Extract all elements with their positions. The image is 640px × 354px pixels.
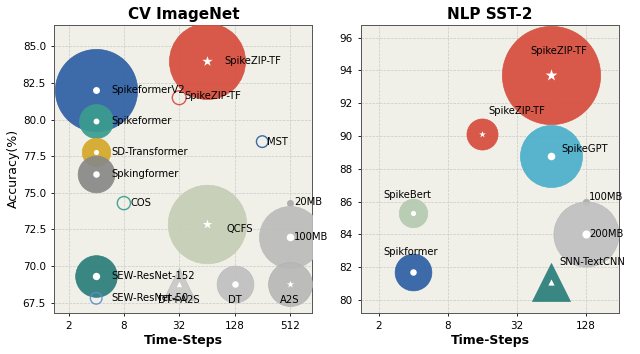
- Text: 200MB: 200MB: [589, 229, 624, 239]
- Point: [202, 221, 212, 227]
- Text: MST: MST: [268, 137, 288, 147]
- Text: SpikeZIP-TF: SpikeZIP-TF: [225, 56, 282, 66]
- Text: 20MB: 20MB: [294, 197, 323, 207]
- Text: DT+A2S: DT+A2S: [159, 295, 200, 305]
- Point: [174, 95, 184, 101]
- X-axis label: Time-Steps: Time-Steps: [451, 334, 529, 347]
- Point: [91, 149, 101, 155]
- Point: [477, 131, 487, 137]
- Point: [546, 153, 556, 159]
- Text: Spikformer: Spikformer: [383, 247, 438, 257]
- Text: SpikeBert: SpikeBert: [383, 190, 431, 200]
- Point: [91, 118, 101, 124]
- Point: [285, 281, 295, 286]
- Text: COS: COS: [131, 198, 152, 208]
- Y-axis label: Accuracy(%): Accuracy(%): [7, 129, 20, 208]
- Point: [174, 281, 184, 286]
- Text: QCFS: QCFS: [227, 224, 253, 234]
- Point: [285, 234, 295, 240]
- Text: A2S: A2S: [280, 295, 300, 305]
- X-axis label: Time-Steps: Time-Steps: [144, 334, 223, 347]
- Point: [285, 281, 295, 286]
- Point: [91, 87, 101, 93]
- Point: [546, 73, 556, 78]
- Point: [91, 171, 101, 177]
- Point: [119, 200, 129, 206]
- Point: [408, 210, 418, 216]
- Point: [91, 87, 101, 93]
- Point: [477, 131, 487, 137]
- Point: [580, 232, 591, 237]
- Text: SD-Transformer: SD-Transformer: [111, 147, 188, 157]
- Text: Spikeformer: Spikeformer: [111, 116, 172, 126]
- Text: SNN-TextCNN: SNN-TextCNN: [559, 257, 625, 267]
- Text: 100MB: 100MB: [589, 192, 624, 201]
- Text: 100MB: 100MB: [294, 232, 328, 242]
- Text: SEW-ResNet-152: SEW-ResNet-152: [111, 271, 195, 281]
- Text: Spkingformer: Spkingformer: [111, 169, 179, 179]
- Point: [230, 281, 240, 286]
- Point: [546, 279, 556, 285]
- Point: [91, 118, 101, 124]
- Point: [91, 274, 101, 279]
- Point: [202, 221, 212, 227]
- Point: [408, 210, 418, 216]
- Title: NLP SST-2: NLP SST-2: [447, 7, 532, 22]
- Text: SpikeZIP-TF: SpikeZIP-TF: [488, 106, 545, 116]
- Point: [546, 73, 556, 78]
- Point: [546, 153, 556, 159]
- Text: SpikeZIP-TF: SpikeZIP-TF: [184, 91, 241, 101]
- Title: CV ImageNet: CV ImageNet: [127, 7, 239, 22]
- Point: [580, 232, 591, 237]
- Point: [230, 281, 240, 286]
- Point: [257, 139, 268, 144]
- Point: [546, 279, 556, 285]
- Point: [408, 269, 418, 275]
- Point: [91, 171, 101, 177]
- Text: SpikeformerV2: SpikeformerV2: [111, 85, 185, 95]
- Point: [202, 58, 212, 64]
- Point: [91, 296, 101, 301]
- Point: [91, 274, 101, 279]
- Point: [91, 149, 101, 155]
- Point: [285, 200, 295, 206]
- Point: [202, 58, 212, 64]
- Point: [174, 281, 184, 286]
- Text: SpikeGPT: SpikeGPT: [561, 144, 607, 154]
- Text: SpikeZIP-TF: SpikeZIP-TF: [530, 46, 587, 56]
- Point: [408, 269, 418, 275]
- Text: DT: DT: [228, 295, 241, 305]
- Point: [580, 199, 591, 204]
- Point: [285, 234, 295, 240]
- Text: SEW-ResNet-50: SEW-ResNet-50: [111, 293, 188, 303]
